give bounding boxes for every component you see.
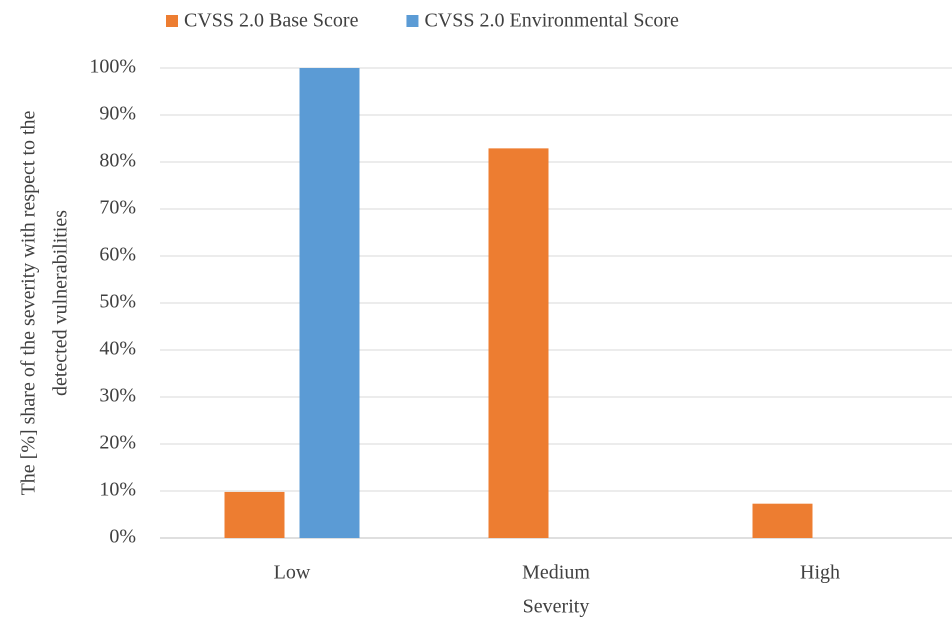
- y-tick-label: 30%: [99, 385, 136, 407]
- x-tick-label: High: [800, 562, 840, 584]
- y-tick-label: 80%: [99, 150, 136, 172]
- bar: [224, 491, 285, 538]
- legend-swatch: [406, 15, 419, 27]
- bar: [752, 503, 813, 538]
- y-tick-label: 50%: [99, 291, 136, 313]
- y-tick-label: 40%: [99, 338, 136, 360]
- y-tick-label: 100%: [89, 56, 136, 78]
- legend-label: CVSS 2.0 Base Score: [184, 10, 359, 32]
- legend-label: CVSS 2.0 Environmental Score: [424, 10, 679, 32]
- y-tick-label: 70%: [99, 197, 136, 219]
- y-axis-title: The [%] share of the severity with respe…: [18, 110, 40, 495]
- legend-swatch: [166, 15, 178, 27]
- y-tick-label: 60%: [99, 244, 136, 266]
- y-tick-label: 20%: [99, 432, 136, 454]
- y-axis-title: detected vulnerabilities: [50, 210, 72, 396]
- x-axis-title: Severity: [523, 596, 590, 618]
- y-tick-label: 0%: [109, 526, 136, 548]
- x-tick-label: Low: [274, 562, 311, 584]
- bar: [488, 148, 549, 538]
- y-tick-label: 90%: [99, 103, 136, 125]
- bar: [299, 68, 360, 538]
- y-tick-label: 10%: [99, 479, 136, 501]
- x-tick-label: Medium: [522, 562, 590, 584]
